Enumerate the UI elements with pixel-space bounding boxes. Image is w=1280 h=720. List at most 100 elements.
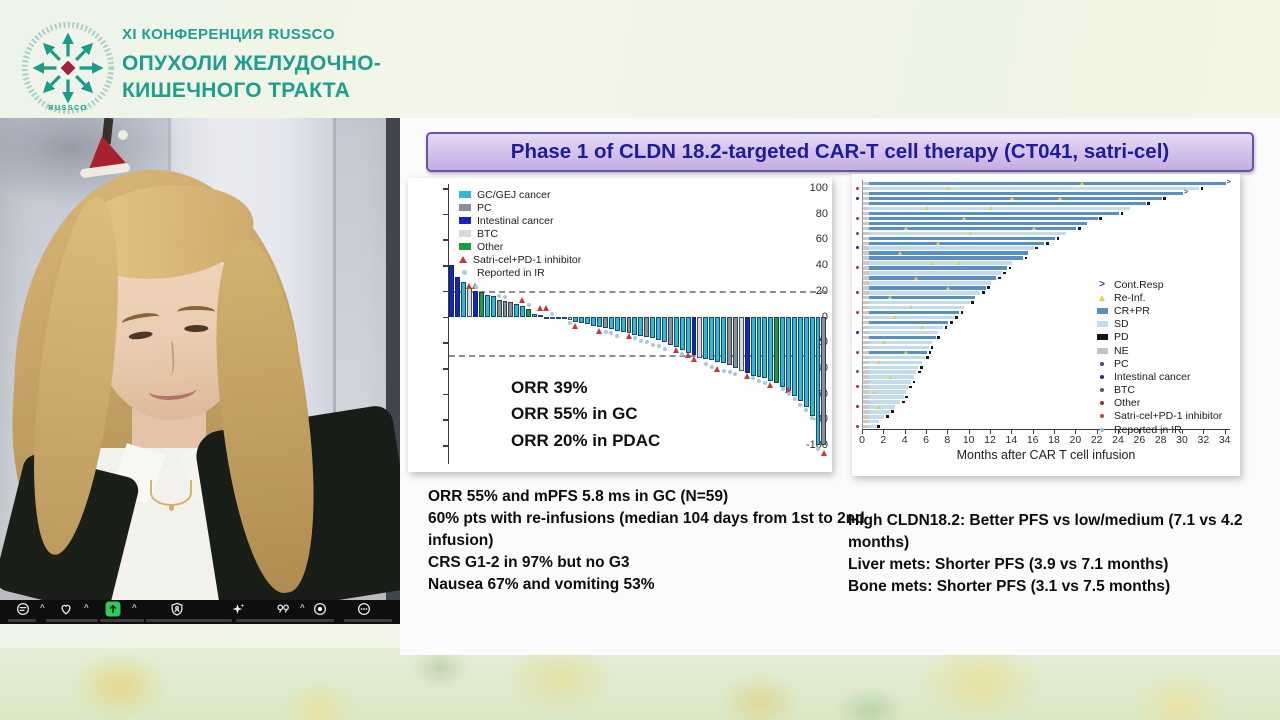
swimmer-lead bbox=[863, 425, 869, 429]
pd-marker bbox=[905, 395, 908, 399]
note-line: 60% pts with re-infusions (median 104 da… bbox=[428, 510, 865, 549]
pd-marker bbox=[1077, 226, 1081, 230]
more-icon bbox=[357, 602, 371, 616]
re-infusion-marker bbox=[1058, 196, 1063, 201]
pd-marker bbox=[891, 410, 894, 414]
more-button[interactable] bbox=[355, 602, 373, 616]
x-tick-mark bbox=[1160, 430, 1162, 434]
x-tick-label: 30 bbox=[1176, 434, 1188, 446]
waterfall-bar bbox=[478, 292, 484, 317]
smart-summary-button[interactable] bbox=[274, 602, 292, 616]
toolbar-label bbox=[46, 619, 98, 622]
swimmer-lead bbox=[863, 271, 869, 275]
host-tools-button[interactable] bbox=[168, 602, 186, 616]
waterfall-bar bbox=[514, 303, 520, 317]
background-bokeh bbox=[0, 648, 1280, 720]
reported-in-ir-marker bbox=[762, 381, 767, 386]
audio-settings-button[interactable] bbox=[14, 602, 32, 616]
pd-marker bbox=[926, 355, 930, 359]
cancer-type-marker bbox=[856, 350, 859, 354]
legend-dot bbox=[1100, 388, 1104, 393]
reactions-button[interactable] bbox=[57, 602, 75, 616]
waterfall-bar bbox=[573, 316, 579, 322]
y-tick-label: 80 bbox=[815, 207, 828, 220]
waterfall-bar bbox=[520, 306, 526, 317]
smart-summary-icon bbox=[277, 604, 289, 613]
pd-marker bbox=[917, 370, 921, 374]
swimmer-bar bbox=[868, 405, 895, 409]
record-button[interactable] bbox=[311, 602, 329, 616]
x-tick-mark bbox=[904, 430, 906, 434]
share-screen-button[interactable] bbox=[104, 601, 122, 617]
reported-in-ir-marker bbox=[804, 408, 809, 413]
cancer-type-marker bbox=[856, 370, 859, 374]
summary-notes-right: High CLDN18.2: Better PFS vs low/medium … bbox=[848, 510, 1280, 598]
waterfall-bar bbox=[791, 316, 797, 397]
reactions-chevron-icon[interactable]: ^ bbox=[84, 603, 89, 612]
share-chevron-icon[interactable]: ^ bbox=[132, 603, 137, 612]
legend-dot bbox=[1100, 401, 1104, 406]
eye-right bbox=[184, 324, 209, 333]
reported-in-ir-marker bbox=[638, 339, 643, 343]
waterfall-bar bbox=[715, 316, 721, 362]
legend-item: PD bbox=[1096, 331, 1222, 344]
waterfall-bar bbox=[484, 294, 490, 317]
x-tick-mark bbox=[862, 430, 863, 434]
reported-in-ir-marker bbox=[473, 285, 478, 289]
waterfall-bar bbox=[508, 302, 514, 317]
waterfall-bar bbox=[561, 316, 567, 320]
swimmer-chart-card: > > Months after CAR T cell infusion > Con… bbox=[852, 174, 1240, 476]
pd-marker bbox=[944, 326, 948, 329]
swimmer-lead bbox=[863, 196, 869, 201]
audio-chevron-icon[interactable]: ^ bbox=[40, 603, 45, 612]
swimmer-bar bbox=[868, 196, 1162, 201]
reported-in-ir-marker bbox=[615, 333, 620, 338]
legend-glyph bbox=[1096, 401, 1108, 406]
reported-in-ir-marker bbox=[633, 336, 638, 341]
x-tick-mark bbox=[1203, 430, 1205, 434]
legend-dot bbox=[462, 270, 467, 275]
swimmer-lead bbox=[863, 306, 869, 310]
x-tick-mark bbox=[1096, 430, 1098, 434]
y-tick-label: 40 bbox=[815, 259, 828, 272]
pd-marker bbox=[1035, 246, 1038, 250]
eyebrow-right bbox=[177, 306, 216, 319]
reported-in-ir-marker bbox=[727, 369, 732, 374]
swimmer-lead bbox=[863, 375, 869, 379]
re-infusion-marker bbox=[882, 340, 887, 345]
swimmer-bar bbox=[868, 335, 936, 340]
swimmer-lead bbox=[863, 400, 869, 404]
summary-chevron-icon[interactable]: ^ bbox=[300, 603, 305, 612]
pd1-inhibitor-marker bbox=[542, 304, 549, 311]
waterfall-bar bbox=[449, 265, 455, 317]
toolbar-label bbox=[236, 619, 294, 622]
ai-companion-button[interactable] bbox=[229, 602, 247, 616]
legend-dot bbox=[1100, 414, 1104, 419]
pd1-inhibitor-marker bbox=[596, 327, 603, 334]
legend-label: CR+PR bbox=[1114, 304, 1150, 317]
swimmer-bar bbox=[868, 325, 943, 330]
reported-in-ir-marker bbox=[757, 378, 762, 383]
waterfall-bar bbox=[786, 316, 791, 392]
waterfall-bar bbox=[496, 299, 502, 317]
slide-title: Phase 1 of CLDN 18.2-targeted CAR-T cell… bbox=[510, 140, 1170, 163]
pd-marker bbox=[971, 301, 974, 305]
swimmer-lead bbox=[863, 276, 869, 280]
pd-marker bbox=[1008, 266, 1012, 270]
x-tick-label: 8 bbox=[944, 434, 951, 446]
waterfall-bar bbox=[626, 316, 632, 334]
y-tick-label: 100 bbox=[809, 182, 828, 194]
y-tick-mark bbox=[443, 316, 448, 319]
eyebrow-left bbox=[120, 310, 161, 330]
re-infusion-marker bbox=[877, 404, 881, 409]
legend-label: Reported in IR bbox=[1114, 423, 1182, 436]
cancer-type-marker bbox=[856, 310, 859, 314]
toolbar-label bbox=[8, 619, 36, 622]
reported-in-ir-marker bbox=[603, 330, 608, 334]
legend-glyph bbox=[1096, 414, 1108, 419]
re-infusion-marker bbox=[1079, 181, 1084, 186]
swimmer-plot: > > bbox=[862, 179, 1231, 430]
waterfall-bar bbox=[815, 316, 821, 446]
reported-in-ir-marker bbox=[786, 391, 791, 396]
